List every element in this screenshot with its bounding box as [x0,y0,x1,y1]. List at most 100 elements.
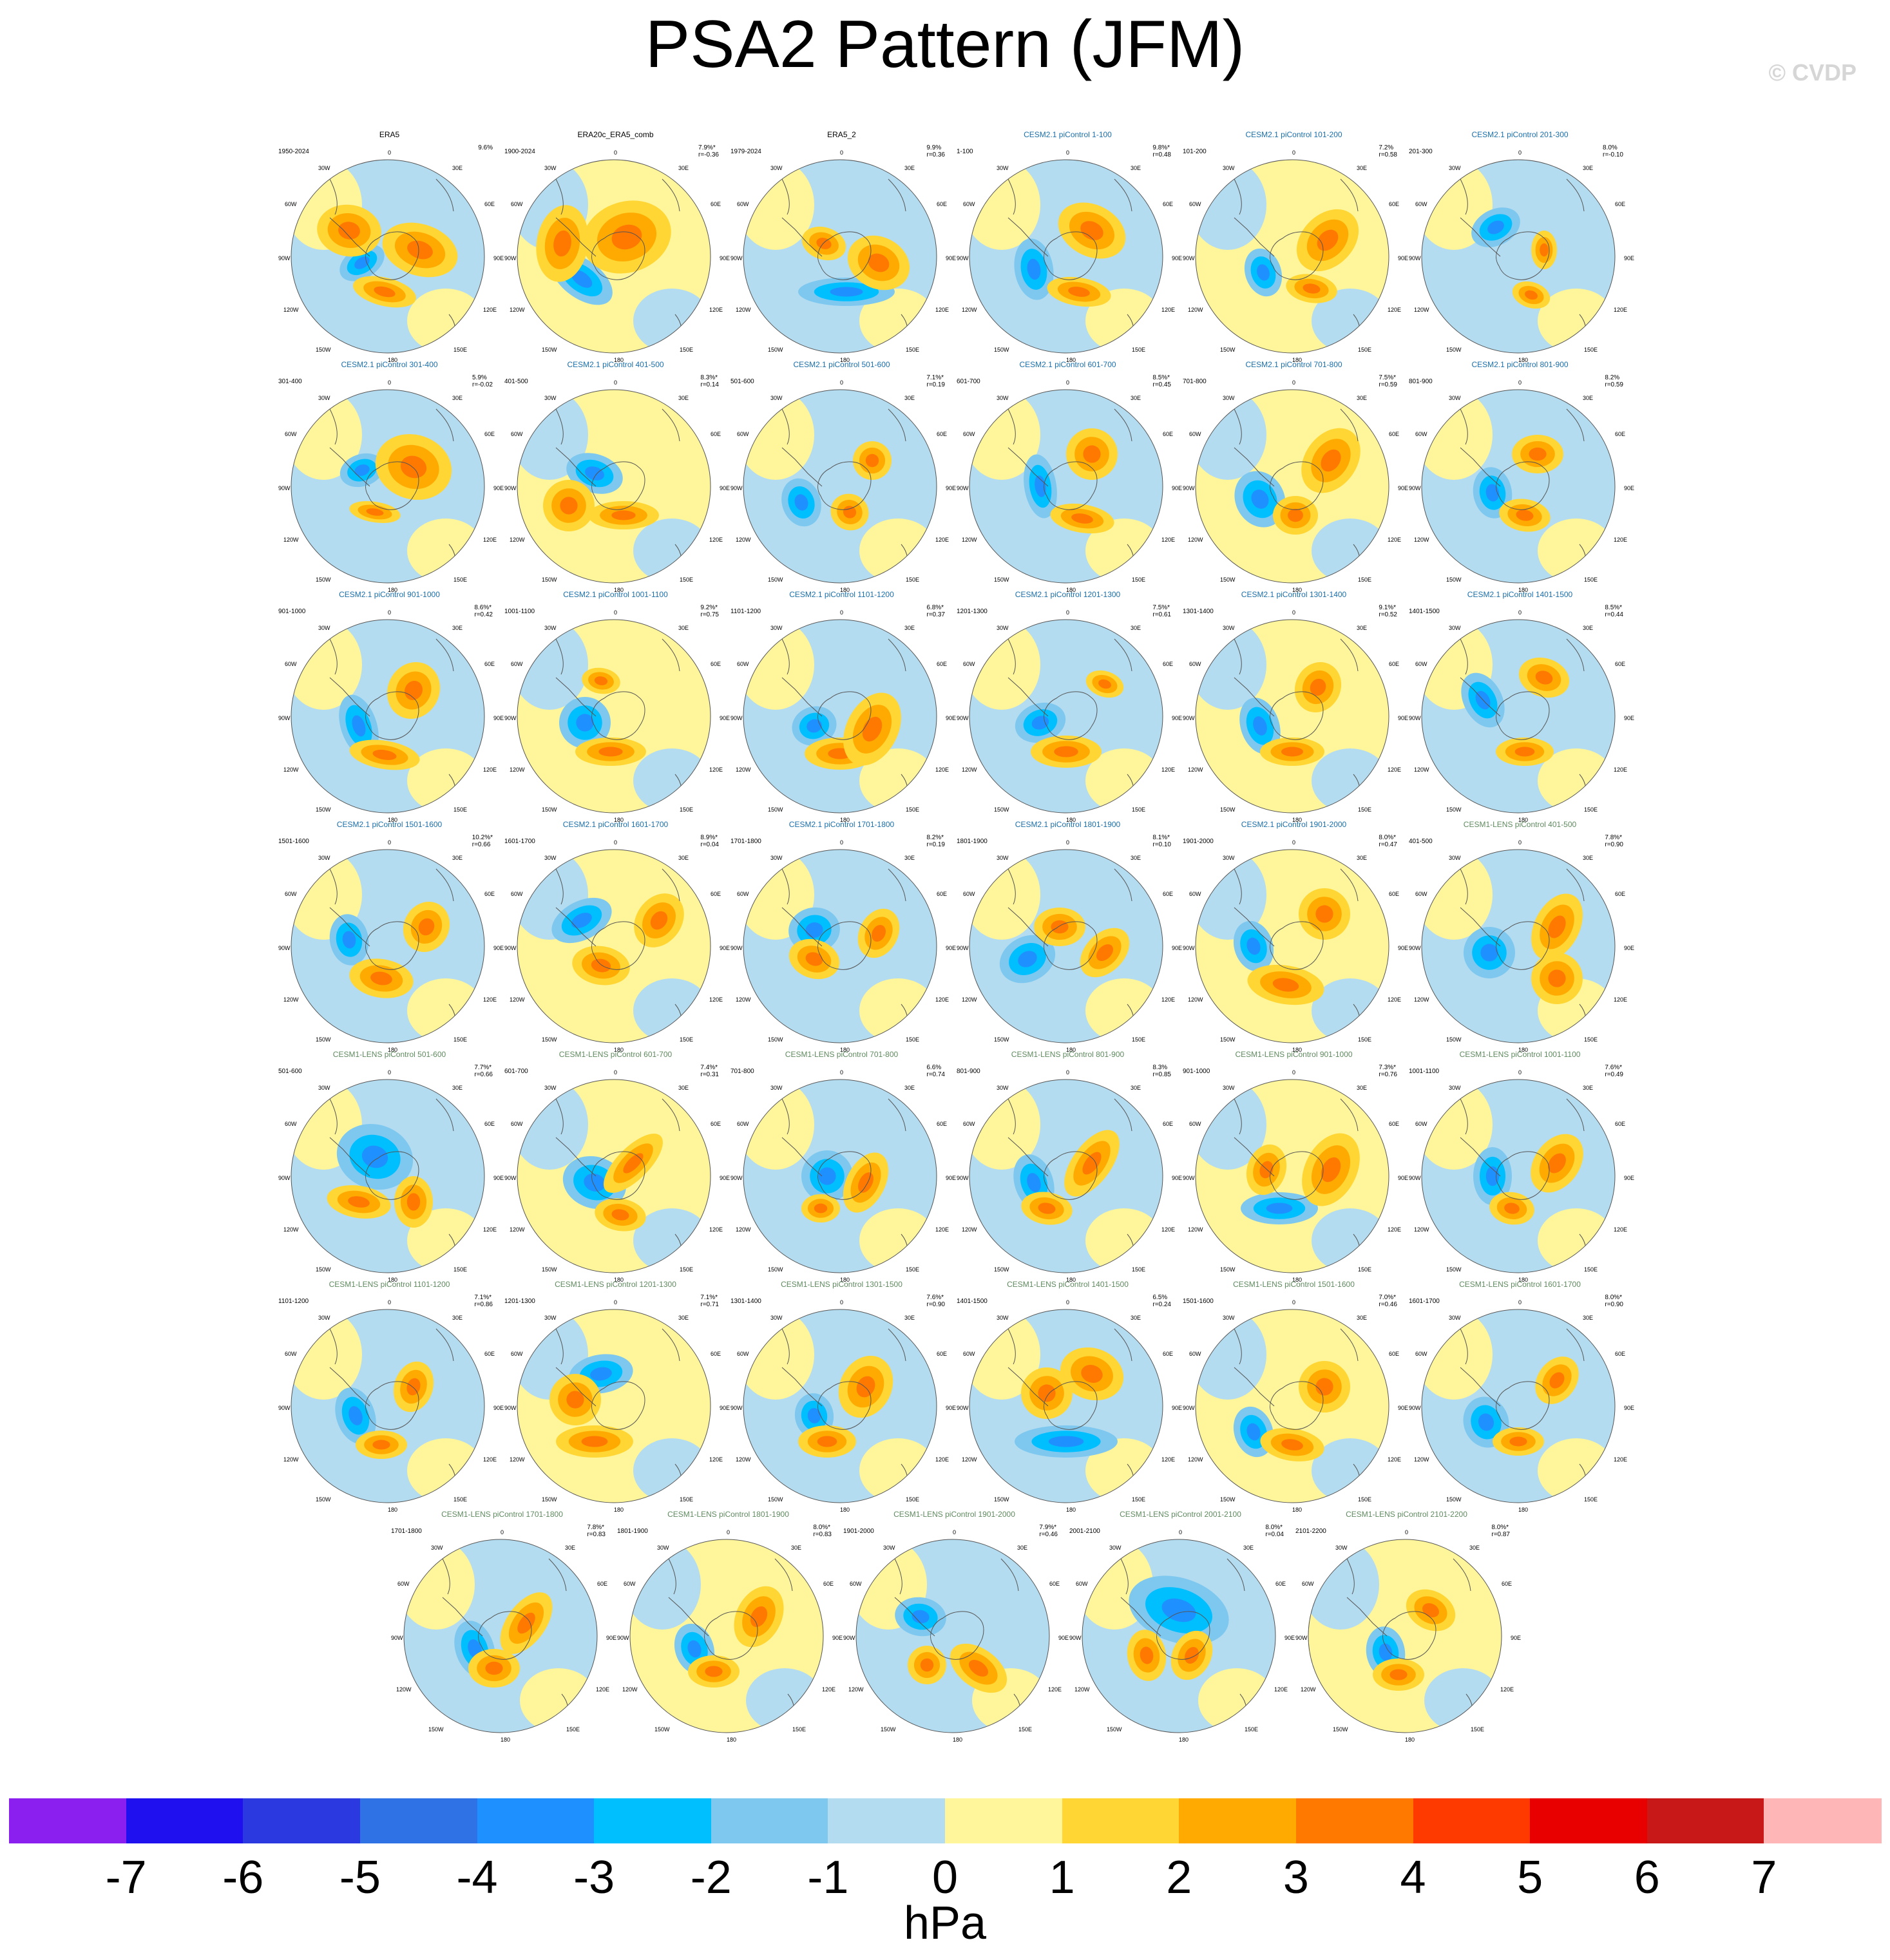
longitude-label: 60E [1389,661,1400,667]
longitude-label: 90W [1409,485,1421,491]
longitude-label: 150W [428,1726,444,1733]
longitude-label: 90E [946,1405,957,1411]
longitude-label: 180 [1292,587,1303,593]
antarctica-coastline [1496,691,1550,740]
south-america-coastline [781,638,790,675]
longitude-label: 90W [1183,255,1195,262]
panel-title: CESM2.1 piControl 601-700 [1019,360,1116,369]
polar-map [1082,1539,1276,1733]
longitude-label: 30W [1223,165,1235,171]
colorbar-swatch [945,1798,1063,1843]
panel-stats: 8.0%* r=0.47 [1379,834,1397,848]
south-america-coastline [1007,178,1016,215]
map-boundary [969,389,1163,584]
longitude-label: 180 [1518,1047,1529,1053]
longitude-label: 60W [737,1351,749,1357]
colorbar-swatch [711,1798,828,1843]
panel-title: CESM2.1 piControl 301-400 [341,360,438,369]
longitude-label: 120W [1074,1686,1090,1693]
longitude-label: 30E [678,1315,689,1321]
longitude-label: 150W [1220,1036,1236,1043]
longitude-label: 120E [1161,1456,1176,1463]
longitude-label: 90E [1398,485,1409,491]
longitude-label: 30E [678,855,689,861]
positive-anomaly [1071,513,1093,524]
africa-coastline [1340,1098,1359,1132]
negative-anomaly [1161,1598,1196,1622]
longitude-label: 150W [881,1726,896,1733]
longitude-label: 30W [770,625,783,631]
map-panel: CESM1-LENS piControl 1501-1600 1501-1600 7… [1183,1280,1408,1513]
longitude-label: 30W [1109,1545,1122,1551]
longitude-label: 180 [840,1047,850,1053]
africa-coastline [435,638,454,672]
longitude-label: 150E [1132,347,1146,353]
longitude-label: 60W [737,201,749,207]
africa-coastline [774,1558,793,1592]
positive-anomaly [374,286,396,298]
longitude-label: 120E [709,537,723,543]
longitude-label: 90E [1172,715,1183,721]
panel-title: CESM1-LENS piControl 501-600 [332,1050,446,1059]
longitude-label: 180 [614,587,624,593]
longitude-label: 90E [1511,1635,1522,1641]
longitude-label: 0 [1292,379,1296,386]
longitude-label: 30E [1131,625,1141,631]
positive-anomaly [594,676,608,685]
longitude-label: 30E [452,1315,463,1321]
longitude-label: 30E [1583,395,1594,401]
longitude-label: 90E [946,945,957,951]
longitude-label: 90W [730,1175,743,1181]
longitude-label: 60E [1163,891,1174,897]
panel-years: 501-600 [278,1068,302,1075]
panel-stats: 7.2% r=0.58 [1379,144,1397,158]
longitude-label: 150W [994,1036,1009,1043]
positive-anomaly [1549,1372,1565,1389]
longitude-label: 120E [1388,996,1402,1003]
panel-title: CESM2.1 piControl 1101-1200 [789,590,894,599]
positive-anomaly [407,240,433,260]
panel-stats: 9.2%* r=0.75 [700,604,719,618]
longitude-label: 0 [1518,1299,1522,1306]
longitude-label: 0 [388,609,392,616]
longitude-label: 0 [1292,149,1296,156]
longitude-label: 150W [994,347,1009,353]
longitude-label: 60E [937,1121,948,1127]
longitude-label: 90W [1069,1635,1082,1641]
south-america-coastline [1007,868,1016,905]
longitude-label: 90E [1624,1405,1635,1411]
longitude-label: 120E [1614,307,1628,313]
longitude-label: 60W [1189,431,1201,437]
map-boundary [1308,1539,1502,1733]
longitude-label: 120E [483,537,497,543]
longitude-label: 30W [431,1545,443,1551]
positive-anomaly [1321,1157,1341,1183]
panel-years: 601-700 [957,378,980,385]
longitude-label: 150W [768,1266,783,1273]
longitude-label: 90W [1409,1405,1421,1411]
longitude-label: 0 [614,609,618,616]
longitude-label: 90E [1398,255,1409,262]
longitude-label: 60W [511,1121,523,1127]
antarctica-coastline [817,461,872,510]
longitude-label: 150E [453,1266,468,1273]
longitude-label: 180 [388,587,398,593]
panel-years: 701-800 [1183,378,1207,385]
map-panel: CESM1-LENS piControl 1301-1500 1301-1400 7… [730,1280,957,1513]
longitude-label: 120W [1188,537,1203,543]
africa-coastline [1340,1328,1359,1362]
panel-title: CESM1-LENS piControl 1101-1200 [329,1280,450,1289]
south-america-coastline [555,868,564,905]
longitude-label: 90E [493,715,504,721]
longitude-label: 90W [278,1175,291,1181]
longitude-label: 30E [678,165,689,171]
antarctic-peninsula-coastline [781,907,823,947]
longitude-label: 60E [711,891,721,897]
antarctic-peninsula-coastline [555,217,597,257]
polar-map [1421,389,1616,584]
longitude-label: 60E [1163,1121,1174,1127]
longitude-label: 60W [511,201,523,207]
longitude-label: 60E [937,661,948,667]
panel-stats: 8.0%* r=0.04 [1265,1524,1284,1538]
longitude-label: 150W [1220,806,1236,813]
